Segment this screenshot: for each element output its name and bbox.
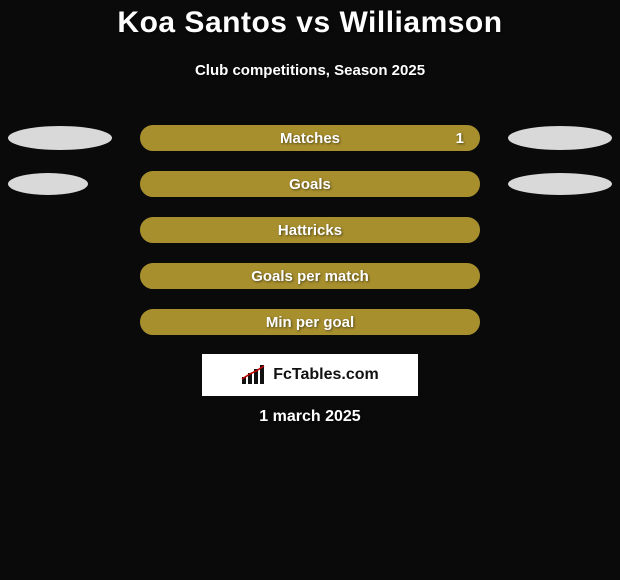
stat-label: Goals	[289, 176, 331, 193]
date-label: 1 march 2025	[0, 408, 620, 426]
stat-bar: Hattricks	[140, 217, 480, 243]
stat-label: Matches	[280, 130, 340, 147]
logo-badge: FcTables.com	[202, 354, 418, 396]
subtitle: Club competitions, Season 2025	[0, 62, 620, 79]
stat-bar: Matches 1	[140, 125, 480, 151]
right-value-ellipse	[508, 126, 612, 150]
left-value-ellipse	[8, 173, 88, 195]
logo-text: FcTables.com	[273, 366, 379, 384]
stat-row: Goals per match	[0, 261, 620, 291]
stat-label: Hattricks	[278, 222, 342, 239]
comparison-infographic: Koa Santos vs Williamson Club competitio…	[0, 0, 620, 580]
stat-bar: Goals	[140, 171, 480, 197]
stat-row: Matches 1	[0, 123, 620, 153]
stat-value-right: 1	[456, 130, 464, 147]
stat-label: Goals per match	[251, 268, 369, 285]
left-value-ellipse	[8, 126, 112, 150]
right-value-ellipse	[508, 173, 612, 195]
stat-label: Min per goal	[266, 314, 354, 331]
bars-icon	[241, 365, 267, 385]
stat-row: Min per goal	[0, 307, 620, 337]
stat-row: Goals	[0, 169, 620, 199]
stat-bar: Goals per match	[140, 263, 480, 289]
stat-bar: Min per goal	[140, 309, 480, 335]
page-title: Koa Santos vs Williamson	[0, 6, 620, 40]
stat-row: Hattricks	[0, 215, 620, 245]
